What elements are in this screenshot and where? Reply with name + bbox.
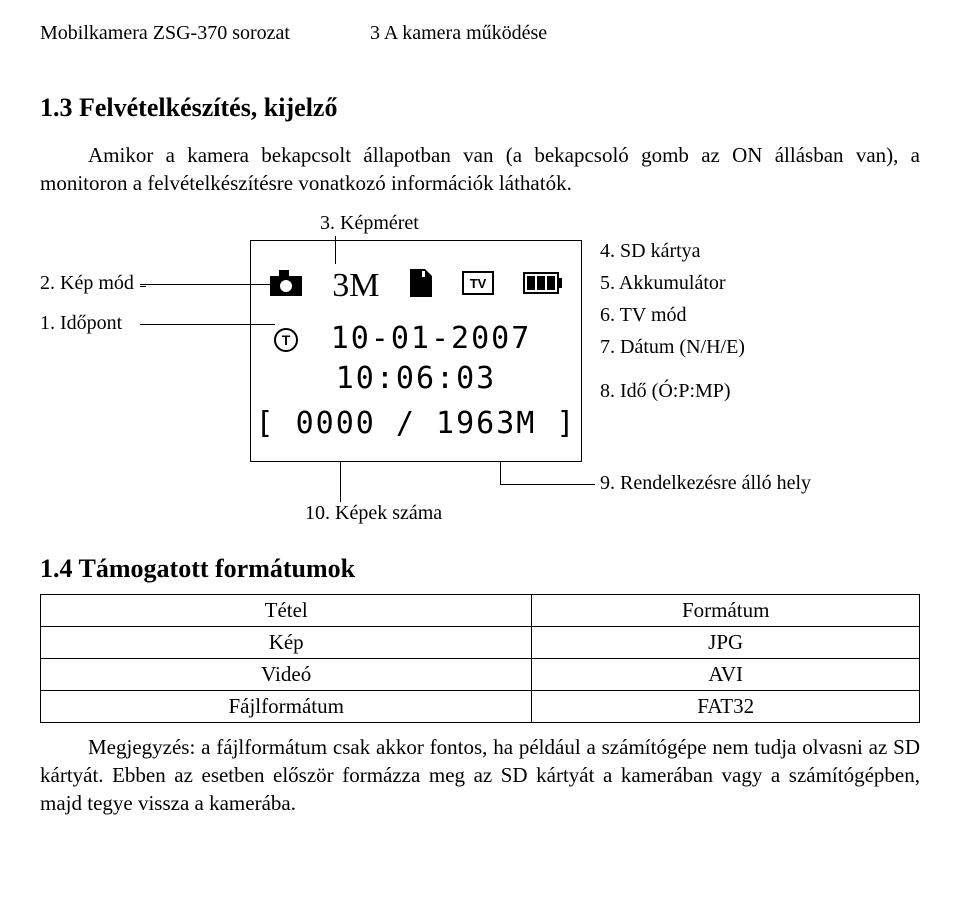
callout-3: 3. Képméret: [320, 212, 419, 235]
lcd-row-icons: 3M TV: [269, 263, 563, 309]
table-row: Videó AVI: [41, 658, 920, 690]
callout-9: 9. Rendelkezésre álló hely: [600, 472, 811, 495]
section-1-4-note: Megjegyzés: a fájlformátum csak akkor fo…: [40, 733, 920, 818]
table-cell: JPG: [532, 626, 920, 658]
table-cell: Videó: [41, 658, 532, 690]
camera-icon: [269, 269, 303, 303]
lcd-time: 10:06:03: [251, 361, 581, 396]
lcd-date: 10-01-2007: [251, 321, 581, 356]
callout-5: 5. Akkumulátor: [600, 272, 726, 295]
svg-text:TV: TV: [469, 276, 486, 291]
callout-7: 7. Dátum (N/H/E): [600, 336, 745, 359]
table-cell: Fájlformátum: [41, 690, 532, 722]
section-title-1-3: 1.3 Felvételkészítés, kijelző: [40, 93, 920, 123]
table-row: Tétel Formátum: [41, 594, 920, 626]
table-row: Fájlformátum FAT32: [41, 690, 920, 722]
display-diagram: 3. Képméret 2. Kép mód 1. Időpont 4. SD …: [40, 212, 920, 542]
section-1-3-intro: Amikor a kamera bekapcsolt állapotban va…: [40, 141, 920, 198]
battery-icon: [523, 272, 563, 300]
callout-8: 8. Idő (Ó:P:MP): [600, 380, 731, 403]
resolution-text: 3M: [332, 267, 379, 305]
leader-10: [340, 462, 341, 502]
callout-1: 1. Időpont: [40, 312, 122, 335]
table-head-cell: Tétel: [41, 594, 532, 626]
lcd-screen: 3M TV T 10-01-2007 10:06:03 [ 0000 / 196…: [250, 240, 582, 462]
page-header: Mobilkamera ZSG-370 sorozat 3 A kamera m…: [40, 22, 920, 45]
formats-table: Tétel Formátum Kép JPG Videó AVI Fájlfor…: [40, 594, 920, 723]
leader-2-tick: [140, 286, 146, 287]
callout-4: 4. SD kártya: [600, 240, 701, 263]
leader-9-v: [500, 462, 501, 484]
sd-card-icon: [409, 268, 433, 304]
header-left: Mobilkamera ZSG-370 sorozat: [40, 22, 370, 45]
header-right: 3 A kamera működése: [370, 22, 547, 45]
leader-9: [500, 484, 595, 485]
callout-2: 2. Kép mód: [40, 272, 134, 295]
callout-6: 6. TV mód: [600, 304, 687, 327]
lcd-counter: [ 0000 / 1963M ]: [251, 406, 581, 441]
callout-10: 10. Képek száma: [305, 502, 442, 525]
table-cell: AVI: [532, 658, 920, 690]
table-row: Kép JPG: [41, 626, 920, 658]
tv-icon: TV: [462, 271, 494, 301]
table-cell: Kép: [41, 626, 532, 658]
table-cell: FAT32: [532, 690, 920, 722]
section-title-1-4: 1.4 Támogatott formátumok: [40, 554, 920, 584]
table-head-cell: Formátum: [532, 594, 920, 626]
